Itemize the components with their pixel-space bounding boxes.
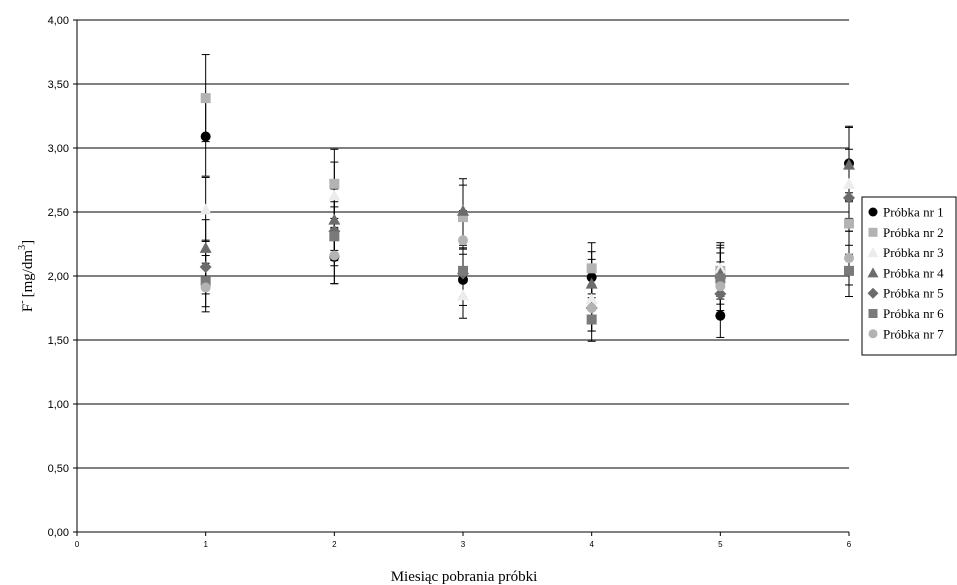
y-tick-label: 2,50 <box>48 207 69 219</box>
data-point <box>199 241 212 253</box>
legend-marker <box>867 247 879 258</box>
legend-label: Próbka nr 1 <box>883 205 944 220</box>
data-point <box>844 253 854 264</box>
y-tick-label: 3,00 <box>48 143 69 155</box>
data-point <box>457 204 469 216</box>
data-point <box>715 310 726 321</box>
data-point <box>844 218 854 229</box>
legend-marker <box>868 207 878 217</box>
data-point <box>329 231 340 242</box>
legend-label: Próbka nr 7 <box>883 326 944 341</box>
y-tick-label: 0,00 <box>48 527 69 539</box>
data-point <box>329 178 340 189</box>
legend: Próbka nr 1 Próbka nr 2 Próbka nr 3 Próbka … <box>861 196 957 356</box>
data-point <box>585 277 598 289</box>
x-axis-title: Miesiąc pobrania próbki <box>391 569 538 585</box>
legend-marker <box>868 309 878 318</box>
y-axis-title-close: ] <box>20 240 36 245</box>
data-point <box>200 131 211 142</box>
data-point <box>586 263 597 274</box>
legend-label: Próbka nr 5 <box>883 286 944 301</box>
data-point <box>585 293 598 305</box>
y-axis-title-sup1: - <box>17 300 28 303</box>
legend-marker <box>867 267 879 278</box>
x-tick-label: 0 <box>75 540 80 549</box>
data-point <box>200 276 211 287</box>
data-point <box>586 303 597 313</box>
data-point <box>200 93 211 104</box>
x-tick-labels: 0 1 2 3 4 5 6 <box>75 540 852 549</box>
data-point <box>714 287 727 300</box>
data-point <box>199 203 212 215</box>
legend-marker <box>867 287 879 299</box>
x-tick-label: 4 <box>589 540 594 549</box>
data-point <box>843 158 855 170</box>
x-tick-label: 5 <box>718 540 723 549</box>
y-axis-title-unit: [mg/dm <box>20 250 36 298</box>
data-point <box>458 274 468 285</box>
axes <box>73 19 850 536</box>
legend-label: Próbka nr 2 <box>883 225 944 240</box>
data-point <box>715 281 726 292</box>
data-point <box>328 213 341 225</box>
data-point <box>457 289 469 301</box>
y-tick-label: 3,50 <box>48 79 69 91</box>
data-point <box>458 235 468 246</box>
legend-label: Próbka nr 3 <box>883 245 944 260</box>
error-bars <box>201 54 853 342</box>
y-tick-label: 0,50 <box>48 463 69 475</box>
legend-label: Próbka nr 6 <box>883 306 944 321</box>
data-point <box>199 261 212 274</box>
x-tick-label: 1 <box>203 540 208 549</box>
y-tick-label: 1,00 <box>48 399 69 411</box>
y-axis-title-main: F <box>20 304 36 312</box>
data-point <box>200 282 211 293</box>
legend-marker <box>868 329 878 339</box>
y-tick-label: 2,00 <box>48 271 69 283</box>
y-tick-labels: 0,00 0,50 1,00 1,50 2,00 2,50 3,00 3,50 4,00 <box>48 15 69 539</box>
y-axis-title: F- [mg/dm3] <box>17 240 36 312</box>
data-point <box>715 273 726 284</box>
x-tick-label: 2 <box>332 540 337 549</box>
x-tick-label: 6 <box>847 540 852 549</box>
y-axis-title-sup2: 3 <box>17 245 28 250</box>
data-point <box>586 314 597 325</box>
data-points <box>199 93 855 325</box>
data-point <box>329 250 340 261</box>
data-point <box>458 265 468 276</box>
y-tick-label: 1,50 <box>48 335 69 347</box>
legend-label: Próbka nr 4 <box>883 265 944 280</box>
legend-marker <box>868 227 878 237</box>
data-point <box>586 272 597 283</box>
y-tick-label: 4,00 <box>48 15 69 27</box>
data-point <box>843 191 855 204</box>
data-point <box>843 177 855 189</box>
x-tick-label: 3 <box>461 540 466 549</box>
data-point <box>844 265 854 276</box>
data-point <box>458 212 468 223</box>
data-point <box>328 189 341 201</box>
